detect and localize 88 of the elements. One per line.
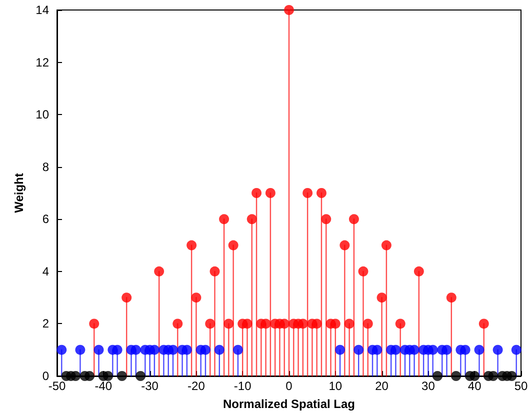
- point: [122, 292, 132, 303]
- point: [354, 344, 364, 355]
- y-tick-label: 0: [42, 369, 50, 383]
- y-tick-label: 4: [42, 264, 50, 278]
- point: [200, 344, 210, 355]
- point: [224, 318, 234, 329]
- point: [358, 266, 368, 276]
- point: [409, 344, 420, 355]
- point: [348, 214, 359, 224]
- point: [478, 318, 489, 329]
- point: [316, 188, 326, 198]
- point: [219, 214, 230, 224]
- point: [428, 344, 438, 355]
- point: [214, 344, 224, 355]
- x-tick-label: 10: [328, 379, 342, 393]
- point: [335, 344, 346, 355]
- point: [186, 240, 197, 250]
- point: [344, 318, 354, 329]
- point: [205, 318, 216, 329]
- point: [103, 371, 114, 381]
- y-tick-label: 10: [36, 108, 50, 122]
- y-tick-label: 12: [36, 55, 50, 70]
- point: [470, 371, 480, 381]
- x-tick-label: -30: [141, 379, 159, 393]
- x-tick-label: 40: [468, 379, 482, 393]
- point: [492, 344, 503, 355]
- point: [260, 318, 271, 329]
- point: [284, 5, 294, 15]
- y-tick-label: 2: [42, 316, 50, 331]
- point: [265, 188, 276, 198]
- point: [312, 318, 322, 329]
- point: [172, 318, 183, 329]
- point: [511, 344, 522, 355]
- x-tick-label: -50: [48, 379, 66, 393]
- point: [376, 292, 387, 303]
- y-tick-label: 6: [42, 212, 50, 226]
- point: [298, 318, 308, 329]
- point: [390, 344, 401, 355]
- y-axis-title: Weight: [12, 173, 26, 213]
- x-tick-label: -40: [94, 379, 112, 393]
- point: [252, 188, 262, 198]
- point: [56, 344, 67, 355]
- x-tick-label: 50: [514, 379, 528, 393]
- point: [372, 344, 382, 355]
- point: [242, 318, 252, 329]
- x-tick-label: 0: [286, 379, 293, 393]
- point: [442, 344, 452, 355]
- point: [210, 266, 220, 276]
- point: [381, 240, 392, 250]
- point: [75, 344, 86, 355]
- y-tick-label: 14: [36, 3, 50, 17]
- point: [446, 292, 456, 303]
- point: [70, 371, 81, 381]
- point: [149, 344, 160, 355]
- point: [94, 344, 104, 355]
- point: [321, 214, 332, 224]
- point: [130, 344, 141, 355]
- point: [474, 344, 484, 355]
- point: [182, 344, 192, 355]
- point: [395, 318, 406, 329]
- point: [232, 344, 243, 355]
- point: [84, 371, 94, 381]
- x-axis-title: Normalized Spatial Lag: [222, 397, 356, 411]
- point: [246, 214, 257, 224]
- point: [488, 371, 498, 381]
- point: [89, 318, 100, 329]
- point: [432, 371, 442, 381]
- point: [506, 371, 517, 381]
- x-tick-label: 30: [422, 379, 436, 393]
- point: [451, 371, 462, 381]
- x-tick-label: -10: [234, 379, 252, 393]
- point: [136, 371, 146, 381]
- point: [302, 188, 313, 198]
- point: [112, 344, 122, 355]
- point: [116, 371, 127, 381]
- point: [154, 266, 164, 276]
- point: [340, 240, 350, 250]
- point: [414, 266, 424, 276]
- point: [460, 344, 470, 355]
- point: [168, 344, 178, 355]
- y-tick-label: 8: [42, 160, 50, 174]
- point: [191, 292, 202, 303]
- x-tick-label: -20: [188, 379, 206, 393]
- x-tick-label: 20: [375, 379, 389, 393]
- point: [362, 318, 373, 329]
- point: [330, 318, 340, 329]
- point: [228, 240, 238, 250]
- point: [279, 318, 290, 329]
